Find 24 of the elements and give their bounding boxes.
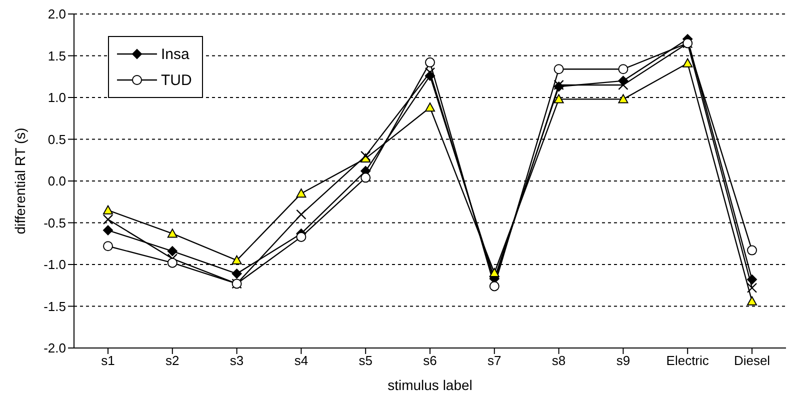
x-tick-label: Electric [666, 353, 710, 368]
y-tick-label: -0.5 [44, 215, 66, 230]
y-tick-label: -2.0 [44, 340, 66, 356]
y-tick-label: -1.5 [44, 298, 66, 314]
y-axis-title: differential RT (s) [12, 128, 28, 234]
y-tick-label: -1.0 [44, 257, 66, 272]
x-tick-label: s3 [230, 353, 244, 368]
x-tick-label: s6 [423, 353, 437, 368]
x-tick-label: s1 [101, 353, 115, 368]
y-tick-label: 0.5 [48, 132, 66, 147]
x-tick-label: s7 [488, 353, 502, 368]
x-tick-label: Diesel [734, 353, 770, 368]
legend-label: Insa [161, 46, 190, 62]
y-tick-label: 1.0 [48, 90, 66, 106]
y-tick-label: 2.0 [48, 6, 66, 22]
x-tick-label: s2 [166, 353, 180, 368]
x-tick-label: s5 [358, 353, 372, 368]
x-tick-label: s9 [616, 353, 630, 368]
y-tick-label: 0.0 [48, 174, 66, 189]
x-tick-label: s4 [294, 353, 308, 368]
y-tick-label: 1.5 [48, 48, 66, 64]
x-axis-title: stimulus label [388, 377, 472, 393]
x-tick-label: s8 [552, 353, 566, 368]
legend-label: TUD [161, 72, 192, 88]
